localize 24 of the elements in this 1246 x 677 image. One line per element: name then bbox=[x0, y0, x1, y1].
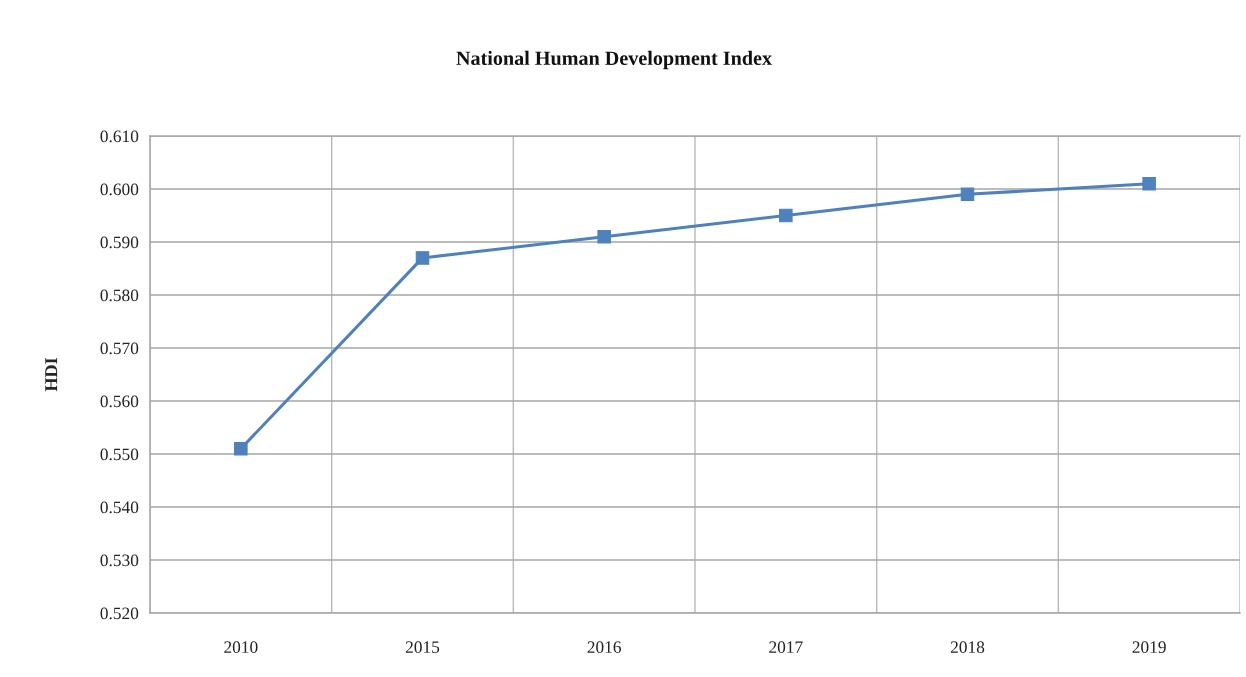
point bbox=[415, 251, 430, 265]
point bbox=[779, 208, 793, 223]
y-tick-label: 0.610 bbox=[100, 130, 139, 143]
y-tick-label: 0.590 bbox=[100, 236, 139, 249]
y-tick-label: 0.600 bbox=[100, 183, 139, 196]
y-tick-label: 0.580 bbox=[100, 289, 139, 302]
x-tick-label: 2018 bbox=[950, 641, 985, 653]
y-tick-label: 0.530 bbox=[100, 554, 139, 567]
y-tick-label: 0.540 bbox=[100, 501, 139, 514]
x-tick-label: 2010 bbox=[224, 641, 258, 653]
x-tick-label: 2019 bbox=[1132, 641, 1166, 653]
x-tick-label: 2016 bbox=[587, 641, 622, 653]
point bbox=[234, 441, 248, 456]
x-tick-label: 2015 bbox=[405, 641, 440, 653]
y-tick-label: 0.520 bbox=[100, 607, 139, 620]
y-axis-title: HDI bbox=[45, 358, 58, 392]
point bbox=[960, 187, 975, 202]
point bbox=[597, 229, 611, 244]
chart-title: National Human Development Index bbox=[456, 50, 772, 70]
point bbox=[1142, 176, 1156, 191]
y-tick-label: 0.550 bbox=[100, 448, 139, 461]
x-tick-label: 2017 bbox=[769, 641, 803, 653]
y-tick-label: 0.570 bbox=[100, 342, 139, 355]
y-tick-label: 0.560 bbox=[100, 395, 139, 408]
